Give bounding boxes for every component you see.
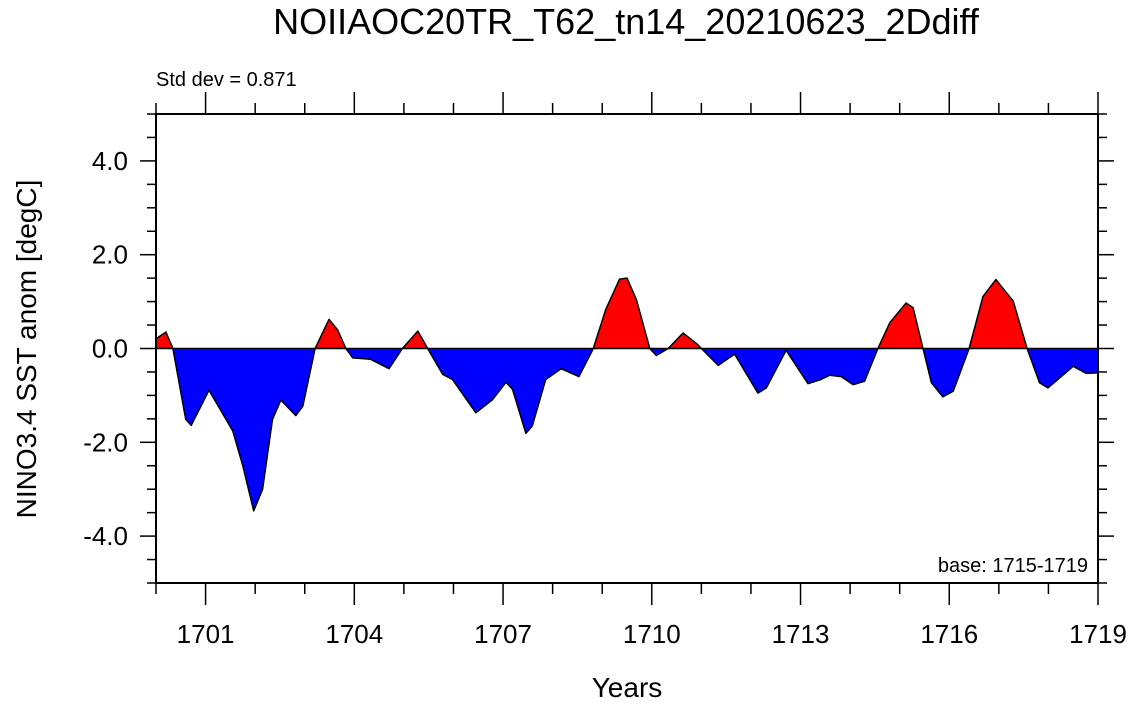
y-tick-label: 4.0 [92,146,128,176]
x-tick-label: 1719 [1069,619,1127,649]
x-tick-label: 1713 [772,619,830,649]
y-axis-label: NINO3.4 SST anom [degC] [11,180,42,519]
y-tick-label: 2.0 [92,240,128,270]
std-dev-annotation: Std dev = 0.871 [156,69,297,91]
y-tick-label: -4.0 [83,521,128,551]
series-line [155,277,1099,512]
plot-area: 1701 1704 1707 1710 1713 1716 1719 -4.0 -2.0 0.0 2… [83,92,1127,649]
chart-title: NOIIAOC20TR_T62_tn14_20210623_2Ddiff [273,1,980,42]
x-tick-label: 1710 [623,619,681,649]
y-tick-label: 0.0 [92,334,128,364]
x-axis-label: Years [592,672,663,703]
x-tick-label: 1716 [920,619,978,649]
x-tick-label: 1707 [474,619,532,649]
x-tick-label: 1704 [325,619,383,649]
positive-anomaly-fill [156,278,1098,349]
base-annotation: base: 1715-1719 [938,555,1088,577]
y-tick-label: -2.0 [83,427,128,457]
x-tick-label: 1701 [177,619,235,649]
